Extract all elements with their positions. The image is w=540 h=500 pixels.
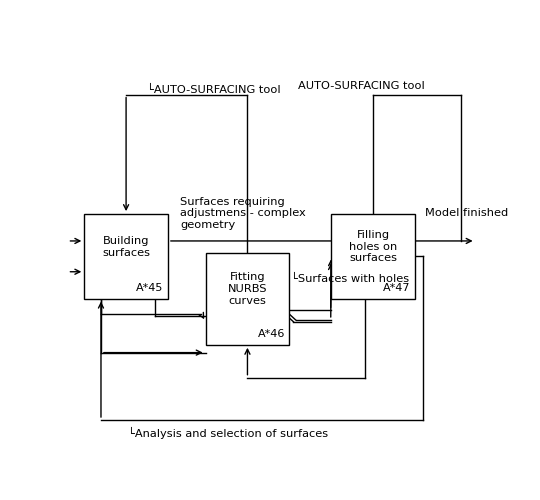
Text: A*45: A*45: [137, 283, 164, 293]
Text: A*46: A*46: [258, 329, 285, 339]
Text: Model finished: Model finished: [426, 208, 509, 218]
Text: Fitting
NURBS
curves: Fitting NURBS curves: [228, 272, 267, 306]
Text: └AUTO-SURFACING tool: └AUTO-SURFACING tool: [147, 85, 281, 95]
Text: └Analysis and selection of surfaces: └Analysis and selection of surfaces: [128, 426, 328, 438]
Bar: [206, 252, 289, 345]
Text: Building
surfaces: Building surfaces: [102, 236, 150, 258]
Text: A*47: A*47: [383, 283, 411, 293]
Text: Filling
holes on
surfaces: Filling holes on surfaces: [349, 230, 397, 264]
Text: └Surfaces with holes: └Surfaces with holes: [292, 274, 409, 283]
Bar: [331, 214, 415, 298]
Text: AUTO-SURFACING tool: AUTO-SURFACING tool: [298, 81, 424, 91]
Text: Surfaces requiring
adjustmens - complex
geometry: Surfaces requiring adjustmens - complex …: [180, 196, 306, 230]
Bar: [84, 214, 168, 298]
